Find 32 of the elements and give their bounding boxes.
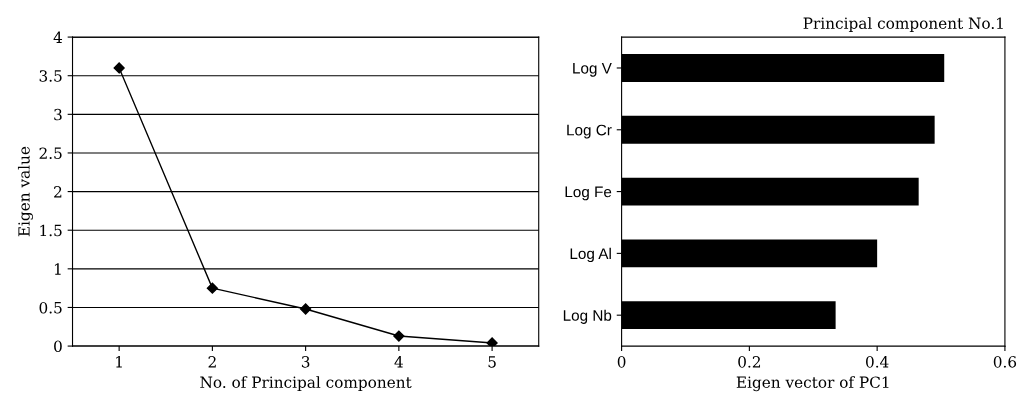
x-tick-label: 5 [488,356,496,368]
y-axis-title: Eigen value [17,146,33,237]
y-tick-label: 0 [54,340,62,353]
y-tick-label: 0.5 [39,301,62,314]
x-tick-label: 2 [208,356,216,368]
x-tick-label: 0.6 [993,356,1017,368]
y-tick-label: 1.5 [40,224,62,237]
x-tick-label: 4 [394,356,403,368]
x-tick-label: 0.4 [866,356,889,368]
y-tick-label: 3 [54,108,62,121]
y-tick-label: Log Fe [565,186,612,201]
x-axis-title: No. of Principal component [200,376,412,391]
y-tick-label: 2.5 [39,147,62,159]
y-tick-label: 1 [54,263,61,275]
x-tick-label: 1 [116,356,122,368]
point [113,62,125,74]
x-tick-label: 3 [301,356,310,368]
x-tick-label: 0 [617,356,626,368]
point [486,337,498,347]
y-tick-label: 2 [54,186,62,198]
y-tick-label: Log V [573,63,612,77]
y-tick-label: 4 [53,31,63,43]
y-tick-label: Log Al [570,247,611,263]
x-axis-title: Eigen vector of PC1 [736,376,889,392]
y-tick-label: Log Nb [563,309,612,324]
y-tick-label: Log Cr [567,124,612,139]
point [300,303,312,315]
x-tick-label: 0.2 [738,356,761,368]
point [393,330,405,342]
y-tick-label: 3.5 [39,70,62,82]
chart-title: Principal component No.1 [803,17,1003,32]
point [206,282,218,294]
